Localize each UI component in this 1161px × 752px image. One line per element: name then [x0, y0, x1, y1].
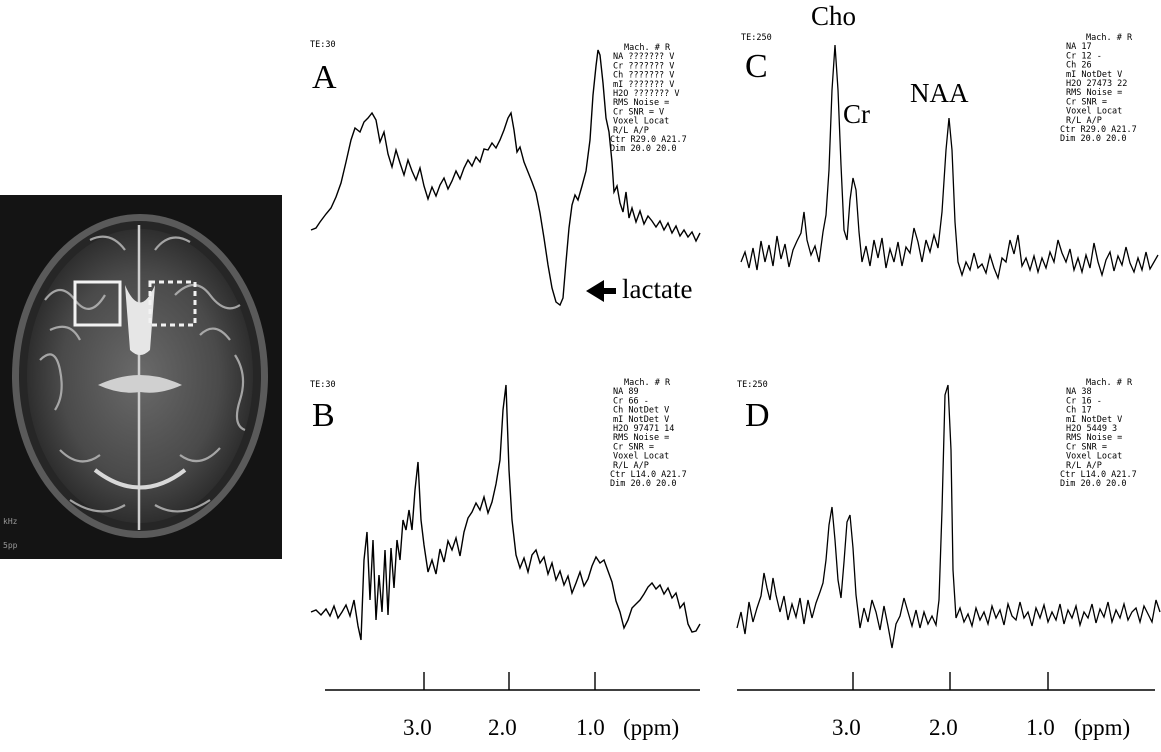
- panel-d-x-axis: [737, 672, 1155, 691]
- axis-d-unit: (ppm): [1074, 715, 1130, 740]
- mri-overlay-text-2: 5pp: [3, 541, 18, 550]
- panel-c-spectrum: [740, 44, 1159, 281]
- mri-overlay-text-1: kHz: [3, 517, 18, 526]
- axis-d-tick-1: 1.0: [1026, 715, 1055, 740]
- panel-a-letter: A: [312, 59, 337, 96]
- panel-a-readout: Mach. # R NA ??????? V Cr ??????? V Ch ?…: [610, 43, 692, 154]
- axis-b-tick-1: 1.0: [576, 715, 605, 740]
- panel-d-letter: D: [745, 397, 770, 434]
- axis-b-unit: (ppm): [623, 715, 679, 740]
- lactate-label: lactate: [622, 274, 692, 304]
- peak-label-cr: Cr: [843, 99, 870, 129]
- panel-c-letter: C: [745, 48, 768, 85]
- peak-label-naa: NAA: [910, 78, 969, 108]
- panel-b: TE:30 B Mach. # R NA 89 Cr 66 - Ch NotDe…: [310, 378, 701, 740]
- panel-a-te-label: TE:30: [310, 40, 336, 50]
- panel-d: TE:250 D Mach. # R NA 38 Cr 16 - Ch 17 m…: [736, 378, 1161, 740]
- mri-axial-image: kHz 5pp: [0, 195, 282, 559]
- panel-d-readout: Mach. # R NA 38 Cr 16 - Ch 17 mI NotDet …: [1060, 378, 1142, 489]
- axis-d-tick-3: 3.0: [832, 715, 861, 740]
- panel-b-te-label: TE:30: [310, 380, 336, 390]
- lactate-arrow: [586, 280, 616, 302]
- panel-c-readout: Mach. # R NA 17 Cr 12 - Ch 26 mI NotDet …: [1060, 33, 1142, 144]
- axis-b-tick-2: 2.0: [488, 715, 517, 740]
- panel-d-te-label: TE:250: [737, 380, 768, 390]
- panel-a-spectrum: [310, 49, 701, 307]
- peak-label-cho: Cho: [811, 1, 856, 31]
- panel-b-spectrum: [310, 384, 701, 641]
- panel-b-letter: B: [312, 397, 335, 434]
- panel-b-x-axis: [325, 672, 700, 691]
- panel-c: TE:250 C Cho Cr NAA Mach. # R NA 17 Cr 1…: [740, 1, 1159, 281]
- panel-c-te-label: TE:250: [741, 33, 772, 43]
- axis-b-tick-3: 3.0: [403, 715, 432, 740]
- panel-a: TE:30 A Mach. # R NA ??????? V Cr ??????…: [310, 40, 701, 307]
- axis-d-tick-2: 2.0: [929, 715, 958, 740]
- panel-b-readout: Mach. # R NA 89 Cr 66 - Ch NotDet V mI N…: [610, 378, 692, 489]
- panel-d-spectrum: [736, 384, 1161, 649]
